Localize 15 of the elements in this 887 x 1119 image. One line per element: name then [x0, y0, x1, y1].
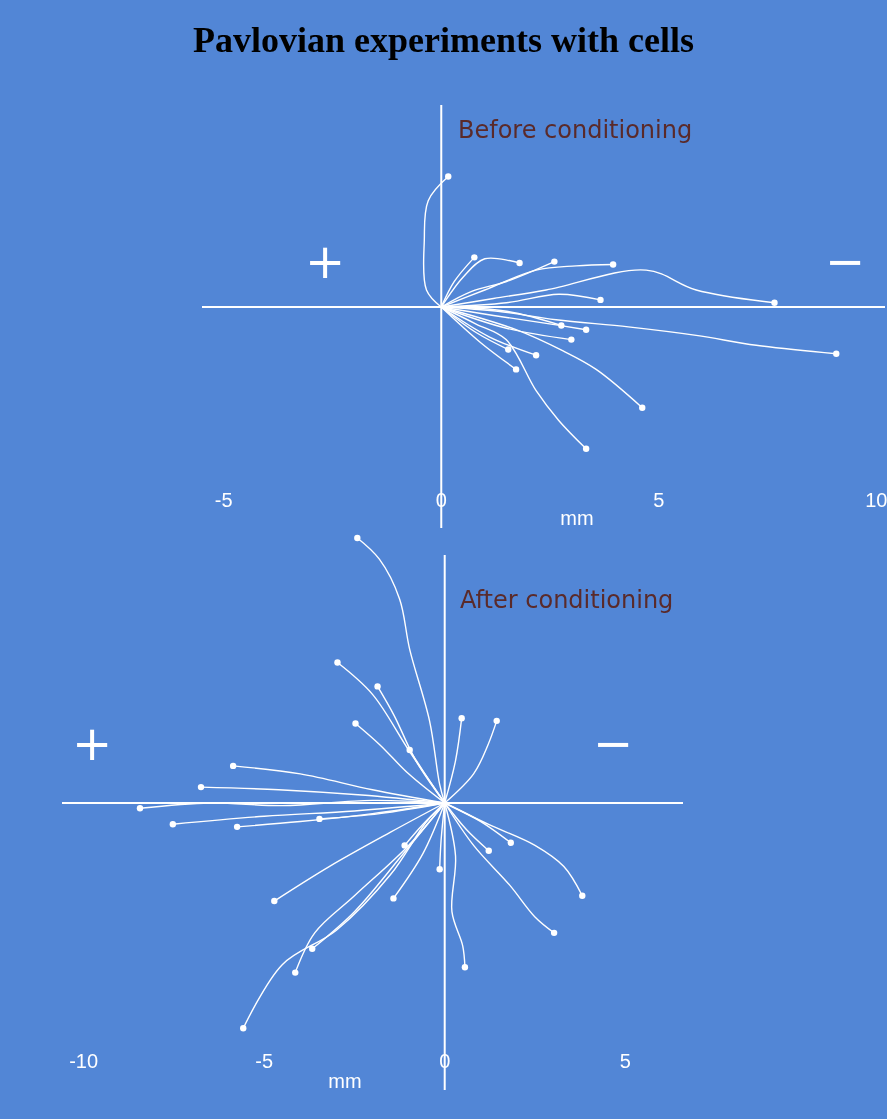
text: Before conditioning — [458, 116, 693, 144]
annotation: − — [824, 233, 866, 289]
x-axis-title: mm — [328, 1070, 362, 1092]
annotation: + — [304, 233, 346, 289]
annotation: + — [71, 715, 113, 771]
x-tick-label: -10 — [69, 1050, 99, 1072]
x-axis-title: mm — [560, 507, 594, 529]
x-tick-label: 5 — [653, 489, 665, 511]
annotation: − — [592, 715, 634, 771]
x-tick-label: 5 — [619, 1050, 631, 1072]
x-tick-label: -5 — [214, 489, 233, 511]
x-tick-label: -5 — [255, 1050, 274, 1072]
chart-title: Pavlovian experiments with cells — [193, 20, 694, 60]
annotation: After conditioning — [460, 586, 674, 614]
x-tick-label: 10 — [865, 489, 887, 511]
